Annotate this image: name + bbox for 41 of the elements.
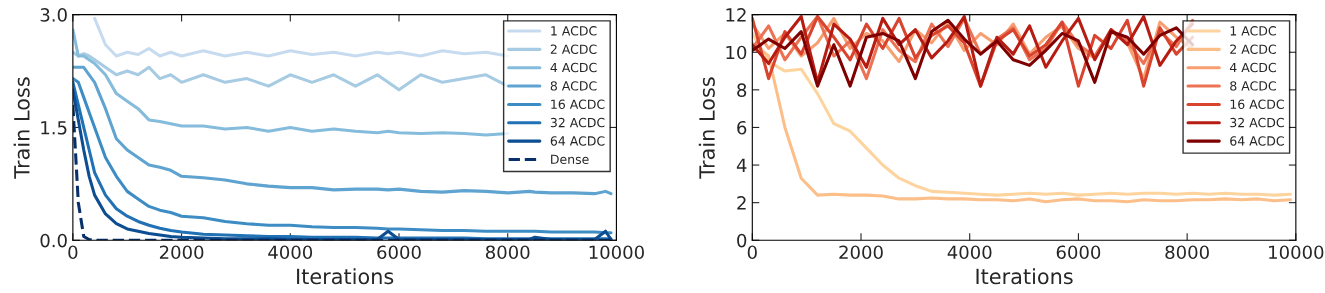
x-tick-label: 10000 — [1269, 245, 1324, 260]
legend-label: 2 ACDC — [550, 44, 597, 54]
y-axis-title: Train Loss — [13, 77, 30, 179]
y-tick-label: 6 — [737, 120, 747, 135]
legend-label: 2 ACDC — [1230, 44, 1276, 54]
y-tick-label: 4 — [736, 158, 747, 172]
legend-label: 32 ACDC — [1230, 117, 1284, 128]
legend-label: 4 ACDC — [1229, 62, 1276, 73]
x-tick-label: 8000 — [1165, 245, 1209, 260]
legend-label: 1 ACDC — [551, 26, 597, 36]
y-tick-label: 3.0 — [40, 8, 67, 22]
x-tick-label: 6000 — [1056, 245, 1101, 260]
x-axis-title: Iterations — [297, 268, 394, 285]
legend-label: 8 ACDC — [550, 81, 597, 91]
y-tick-label: 2 — [737, 196, 746, 210]
x-tick-label: 0 — [68, 245, 78, 260]
y-tick-label: 8 — [737, 83, 747, 97]
y-axis-title: Train Loss — [698, 77, 715, 179]
x-tick-label: 6000 — [377, 245, 421, 260]
legend-label: 16 ACDC — [551, 99, 605, 109]
x-tick-label: 2000 — [159, 245, 204, 260]
legend-label: 64 ACDC — [1230, 136, 1284, 146]
x-tick-label: 10000 — [589, 245, 644, 260]
legend-label: 8 ACDC — [1230, 81, 1276, 91]
legend-label: 1 ACDC — [1230, 26, 1276, 36]
x-axis-title: Iterations — [976, 268, 1073, 285]
y-tick-label: 0 — [737, 233, 747, 248]
y-tick-label: 0.0 — [40, 233, 67, 248]
y-tick-label: 10 — [726, 45, 747, 60]
legend-label: 64 ACDC — [550, 136, 605, 146]
x-tick-label: 4000 — [947, 245, 992, 260]
legend-label: 4 ACDC — [550, 62, 597, 73]
legend-label: Dense — [551, 154, 589, 165]
y-tick-label: 1.5 — [41, 121, 67, 135]
legend-label: 32 ACDC — [550, 117, 605, 128]
y-tick-label: 12 — [726, 8, 746, 22]
x-tick-label: 8000 — [485, 245, 530, 260]
x-tick-label: 4000 — [268, 245, 313, 260]
x-tick-label: 0 — [747, 245, 757, 260]
legend-label: 16 ACDC — [1230, 99, 1284, 109]
x-tick-label: 2000 — [839, 245, 883, 260]
